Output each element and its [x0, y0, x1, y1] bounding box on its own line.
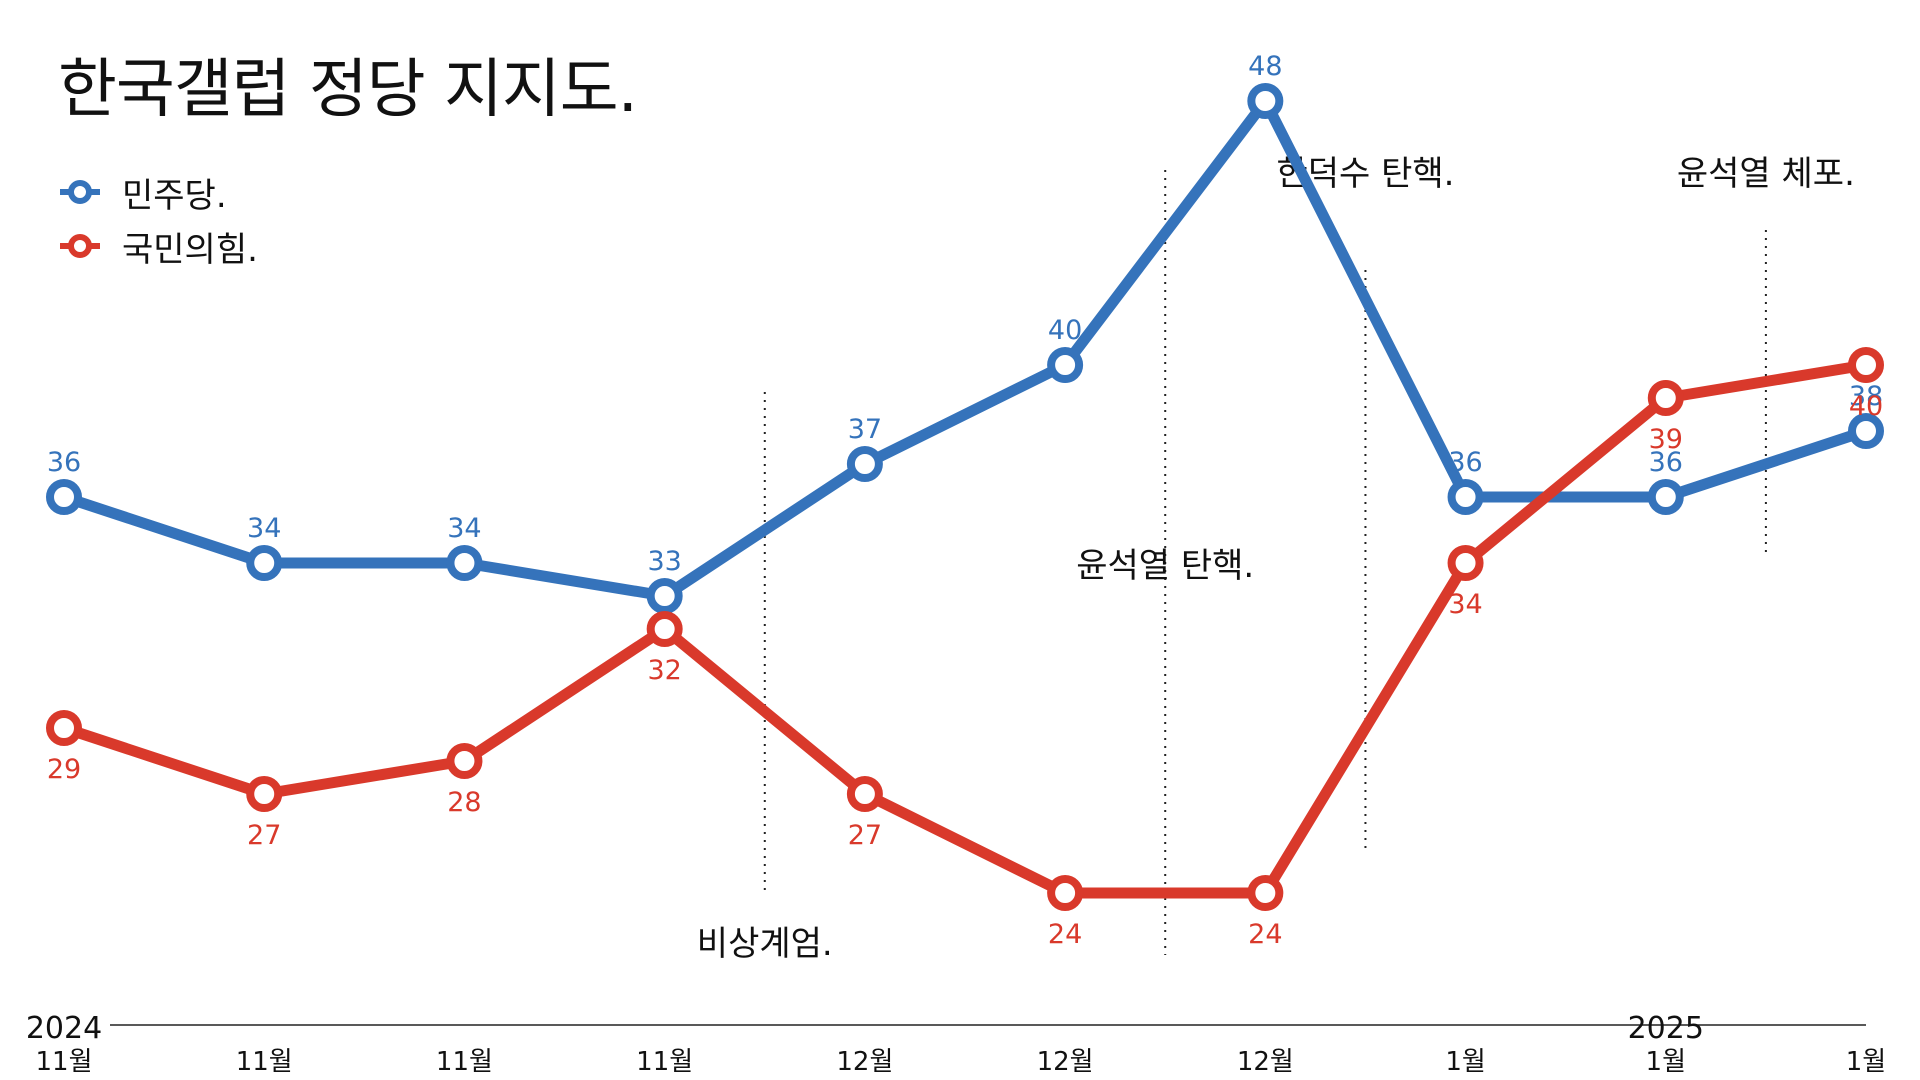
legend-item-ppp: 국민의힘.	[60, 219, 258, 273]
x-tick-label: 1월	[1646, 1047, 1686, 1077]
data-label: 36	[1448, 447, 1482, 478]
data-label: 34	[247, 513, 281, 544]
legend-label-ppp: 국민의힘.	[122, 229, 258, 270]
data-point-ppp	[1848, 347, 1884, 383]
data-point-democratic	[846, 446, 883, 482]
data-point-democratic	[1647, 479, 1684, 515]
data-point-democratic	[1447, 479, 1484, 515]
event-annotation: 윤석열 탄핵.	[1076, 546, 1254, 586]
event-annotation: 비상계엄.	[697, 924, 833, 964]
data-point-ppp	[246, 776, 283, 812]
data-point-ppp	[646, 611, 683, 647]
x-tick-label: 11월	[236, 1047, 293, 1077]
data-label: 29	[47, 754, 81, 785]
x-tick-label: 12월	[836, 1047, 893, 1077]
x-tick-label: 1월	[1846, 1047, 1886, 1077]
data-point-democratic	[46, 479, 82, 515]
x-tick-label: 11월	[436, 1047, 493, 1077]
legend-marker-ppp	[60, 234, 100, 258]
legend-item-democratic: 민주당.	[60, 165, 258, 219]
legend-label-democratic: 민주당.	[122, 175, 227, 216]
data-label: 32	[647, 655, 681, 686]
data-point-ppp	[446, 743, 483, 779]
data-label: 40	[1849, 391, 1883, 422]
legend: 민주당. 국민의힘.	[60, 165, 258, 273]
series-line-democratic	[58, 95, 1872, 602]
data-point-ppp	[1047, 875, 1084, 911]
data-point-ppp	[1647, 380, 1684, 416]
data-label: 34	[1448, 589, 1482, 620]
data-point-democratic	[1848, 413, 1884, 449]
data-point-ppp	[1247, 875, 1284, 911]
data-point-democratic	[1247, 83, 1284, 119]
series-line-ppp	[58, 359, 1872, 899]
data-point-ppp	[846, 776, 883, 812]
data-label: 36	[47, 447, 81, 478]
x-tick-label: 12월	[1037, 1047, 1094, 1077]
data-label: 27	[848, 820, 882, 851]
data-point-ppp	[46, 710, 82, 746]
chart-title: 한국갤럽 정당 지지도.	[58, 53, 638, 127]
data-label: 39	[1649, 424, 1683, 455]
x-tick-label: 11월	[636, 1047, 693, 1077]
data-label: 33	[647, 546, 681, 577]
data-point-democratic	[1047, 347, 1084, 383]
x-tick-label: 11월	[35, 1047, 92, 1077]
year-label: 2024	[26, 1011, 102, 1046]
data-point-ppp	[1447, 545, 1484, 581]
data-label: 40	[1048, 315, 1082, 346]
x-tick-label: 12월	[1237, 1047, 1294, 1077]
data-label: 38	[1849, 381, 1883, 412]
data-label: 34	[447, 513, 481, 544]
data-label: 37	[848, 414, 882, 445]
data-point-democratic	[646, 578, 683, 614]
data-label: 24	[1048, 919, 1082, 950]
data-label: 27	[247, 820, 281, 851]
data-label: 48	[1248, 51, 1282, 82]
data-point-democratic	[446, 545, 483, 581]
year-label: 2025	[1628, 1011, 1704, 1046]
data-label: 36	[1649, 447, 1683, 478]
data-label: 28	[447, 787, 481, 818]
event-annotation: 윤석열 체포.	[1677, 154, 1855, 194]
data-label: 24	[1248, 919, 1282, 950]
data-point-democratic	[246, 545, 283, 581]
x-tick-label: 1월	[1445, 1047, 1485, 1077]
legend-marker-democratic	[60, 180, 100, 204]
